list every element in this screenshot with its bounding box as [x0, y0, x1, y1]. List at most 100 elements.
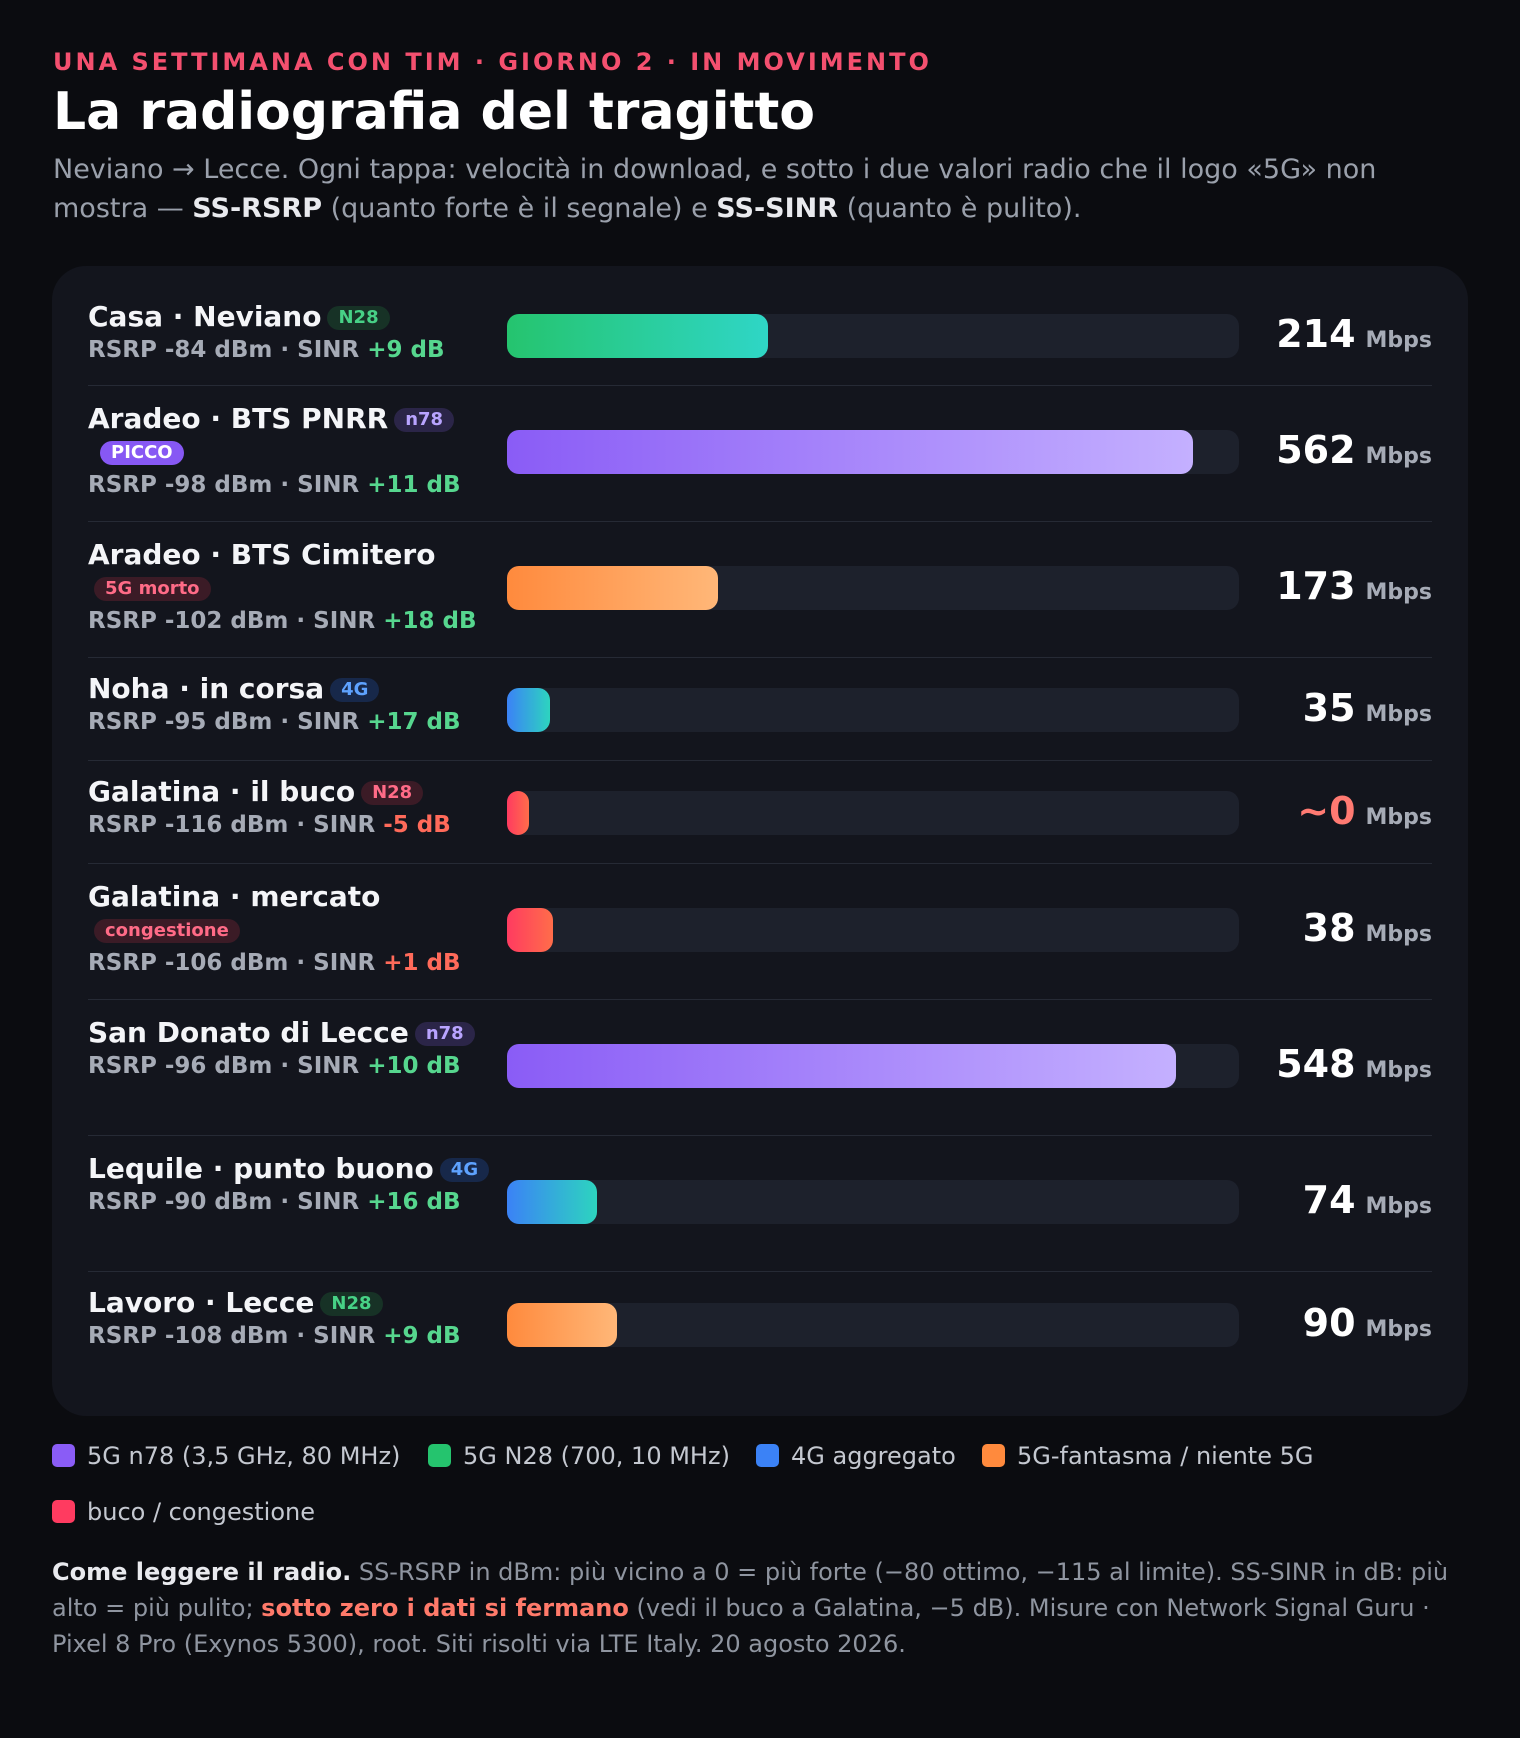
legend-label: 5G N28 (700, 10 MHz)	[463, 1442, 730, 1470]
bar-fill	[507, 791, 529, 835]
sinr-label: SINR	[297, 1189, 360, 1215]
band-badge: congestione	[94, 919, 240, 943]
rsrp-value: RSRP -116 dBm	[88, 812, 289, 838]
separator: ·	[272, 1053, 298, 1079]
legend-label: 5G-fantasma / niente 5G	[1017, 1442, 1314, 1470]
sinr-label: SINR	[297, 709, 360, 735]
chart-row: Galatina · il buco N28 RSRP -116 dBm · SIN…	[88, 761, 1432, 864]
note-text-a: SS-RSRP in dBm: più vicino a 0 = più for…	[52, 1558, 1449, 1622]
chart-row: Galatina · mercato congestione RSRP -106 d…	[88, 864, 1432, 1000]
speed-unit: Mbps	[1365, 922, 1432, 947]
stop-name: San Donato di Lecce n78	[88, 1016, 498, 1049]
speed-value: 90	[1302, 1301, 1356, 1345]
subtitle-text-d: (quanto è pulito).	[838, 193, 1082, 224]
separator: ·	[272, 1189, 298, 1215]
speed-value: 35	[1302, 686, 1356, 730]
chart-row: Aradeo · BTS PNRR n78 PICCO RSRP -98 dBm · …	[88, 386, 1432, 522]
rsrp-value: RSRP -102 dBm	[88, 608, 289, 634]
bar-track	[507, 314, 1239, 358]
stop-name: Aradeo · BTS Cimitero 5G morto	[88, 538, 498, 604]
sinr-label: SINR	[297, 337, 360, 363]
chart-card: Casa · Neviano N28 RSRP -84 dBm · SINR +9 …	[52, 266, 1468, 1416]
bar-fill	[507, 314, 769, 358]
chart-row: Aradeo · BTS Cimitero 5G morto RSRP -102 d…	[88, 522, 1432, 658]
speed-label: 173 Mbps	[1232, 564, 1432, 608]
legend-swatch-ghost	[982, 1444, 1005, 1467]
sinr-value: +17 dB	[367, 709, 461, 735]
rsrp-value: RSRP -106 dBm	[88, 950, 289, 976]
row-label: Lequile · punto buono 4G RSRP -90 dBm · SI…	[88, 1152, 498, 1217]
bar-fill	[507, 1044, 1176, 1088]
sinr-value: +18 dB	[383, 608, 477, 634]
speed-label: ~0 Mbps	[1232, 789, 1432, 833]
band-badge: N28	[320, 1292, 383, 1316]
speed-label: 562 Mbps	[1232, 428, 1432, 472]
bar-track	[507, 1044, 1239, 1088]
sinr-label: SINR	[297, 472, 360, 498]
speed-unit: Mbps	[1365, 1194, 1432, 1219]
speed-label: 38 Mbps	[1232, 906, 1432, 950]
radio-values: RSRP -95 dBm · SINR +17 dB	[88, 707, 498, 737]
reading-note: Come leggere il radio. SS-RSRP in dBm: p…	[52, 1554, 1472, 1662]
legend-item-n78: 5G n78 (3,5 GHz, 80 MHz)	[52, 1442, 400, 1470]
band-badge: N28	[361, 781, 424, 805]
peak-badge: PICCO	[100, 441, 184, 465]
legend-swatch-n28	[428, 1444, 451, 1467]
sinr-value: +16 dB	[367, 1189, 461, 1215]
stop-name-text: Noha · in corsa	[88, 672, 325, 705]
row-label: Noha · in corsa 4G RSRP -95 dBm · SINR +17…	[88, 672, 498, 737]
legend-label: 5G n78 (3,5 GHz, 80 MHz)	[87, 1442, 401, 1470]
stop-name: Aradeo · BTS PNRR n78 PICCO	[88, 402, 498, 468]
rsrp-value: RSRP -98 dBm	[88, 472, 273, 498]
speed-label: 74 Mbps	[1232, 1178, 1432, 1222]
bar-fill	[507, 566, 719, 610]
sinr-label: SINR	[297, 1053, 360, 1079]
bar-track	[507, 430, 1239, 474]
subtitle-rsrp: SS-RSRP	[192, 193, 322, 224]
row-label: Aradeo · BTS Cimitero 5G morto RSRP -102 d…	[88, 538, 498, 636]
stop-name-text: San Donato di Lecce	[88, 1016, 409, 1049]
row-label: Lavoro · Lecce N28 RSRP -108 dBm · SINR +9…	[88, 1286, 498, 1351]
stop-name: Galatina · mercato congestione	[88, 880, 498, 946]
separator: ·	[288, 1323, 314, 1349]
subtitle: Neviano → Lecce. Ogni tappa: velocità in…	[53, 150, 1473, 228]
stop-name-text: Aradeo · BTS PNRR	[88, 402, 389, 435]
stop-name: Casa · Neviano N28	[88, 300, 498, 333]
speed-unit: Mbps	[1365, 1317, 1432, 1342]
sinr-label: SINR	[313, 1323, 376, 1349]
separator: ·	[272, 337, 298, 363]
legend-item-n28: 5G N28 (700, 10 MHz)	[428, 1442, 730, 1470]
speed-unit: Mbps	[1365, 580, 1432, 605]
speed-value: 74	[1302, 1178, 1356, 1222]
bar-fill	[507, 430, 1193, 474]
bar-track	[507, 566, 1239, 610]
stop-name-text: Lavoro · Lecce	[88, 1286, 315, 1319]
speed-value: 548	[1276, 1042, 1356, 1086]
legend-label: 4G aggregato	[791, 1442, 956, 1470]
bar-track	[507, 908, 1239, 952]
separator: ·	[272, 709, 298, 735]
bar-fill	[507, 1180, 598, 1224]
speed-value: 214	[1276, 312, 1356, 356]
separator: ·	[272, 472, 298, 498]
separator: ·	[288, 812, 314, 838]
rsrp-value: RSRP -84 dBm	[88, 337, 273, 363]
sinr-value: +10 dB	[367, 1053, 461, 1079]
legend-item-4g: 4G aggregato	[756, 1442, 956, 1470]
sinr-label: SINR	[313, 608, 376, 634]
row-label: Galatina · mercato congestione RSRP -106 d…	[88, 880, 498, 978]
speed-label: 90 Mbps	[1232, 1301, 1432, 1345]
bar-track	[507, 688, 1239, 732]
speed-value: ~0	[1297, 789, 1356, 833]
speed-unit: Mbps	[1365, 444, 1432, 469]
note-highlight: sotto zero i dati si fermano	[261, 1594, 629, 1622]
chart-row: Lavoro · Lecce N28 RSRP -108 dBm · SINR +9…	[88, 1272, 1432, 1378]
stop-name-text: Aradeo · BTS Cimitero	[88, 538, 436, 571]
stop-name-text: Galatina · il buco	[88, 775, 356, 808]
band-badge: 4G	[439, 1158, 490, 1182]
radio-values: RSRP -84 dBm · SINR +9 dB	[88, 335, 498, 365]
band-badge: N28	[327, 306, 390, 330]
sinr-value: +9 dB	[383, 1323, 461, 1349]
row-label: Galatina · il buco N28 RSRP -116 dBm · SIN…	[88, 775, 498, 840]
legend-label: buco / congestione	[87, 1498, 315, 1526]
